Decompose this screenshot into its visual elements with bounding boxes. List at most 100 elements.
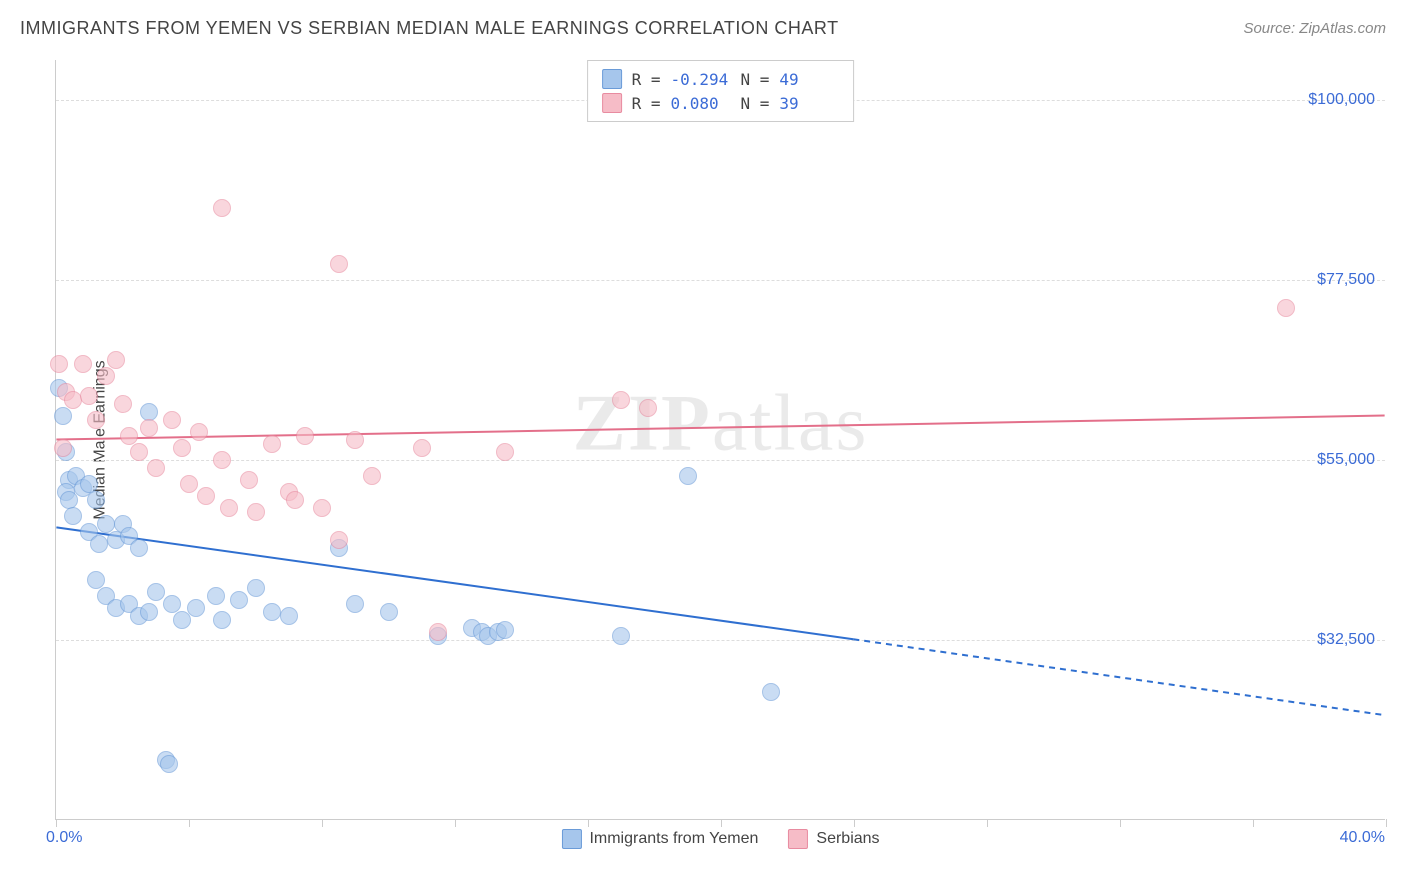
legend-correlation-row: R = -0.294 N = 49 bbox=[602, 67, 840, 91]
data-point bbox=[130, 443, 148, 461]
x-tick bbox=[189, 819, 190, 827]
data-point bbox=[114, 395, 132, 413]
x-tick bbox=[1386, 819, 1387, 827]
x-axis-max-label: 40.0% bbox=[1340, 829, 1385, 847]
data-point bbox=[74, 355, 92, 373]
x-tick bbox=[322, 819, 323, 827]
chart-plot-area: Median Male Earnings $32,500$55,000$77,5… bbox=[55, 60, 1385, 820]
legend-n-value: 39 bbox=[779, 94, 839, 113]
x-tick bbox=[56, 819, 57, 827]
data-point bbox=[612, 391, 630, 409]
chart-header: IMMIGRANTS FROM YEMEN VS SERBIAN MEDIAN … bbox=[0, 0, 1406, 47]
data-point bbox=[213, 451, 231, 469]
data-point bbox=[363, 467, 381, 485]
data-point bbox=[54, 407, 72, 425]
data-point bbox=[280, 607, 298, 625]
data-point bbox=[330, 255, 348, 273]
data-point bbox=[247, 579, 265, 597]
legend-swatch bbox=[561, 829, 581, 849]
data-point bbox=[140, 419, 158, 437]
data-point bbox=[496, 443, 514, 461]
data-point bbox=[313, 499, 331, 517]
legend-series-item: Serbians bbox=[788, 829, 879, 849]
data-point bbox=[1277, 299, 1295, 317]
data-point bbox=[160, 755, 178, 773]
data-point bbox=[496, 621, 514, 639]
legend-r-label: R = bbox=[632, 70, 661, 89]
legend-correlation-box: R = -0.294 N = 49 R = 0.080 N = 39 bbox=[587, 60, 855, 122]
data-point bbox=[263, 603, 281, 621]
legend-swatch bbox=[602, 69, 622, 89]
trend-lines-layer bbox=[56, 60, 1385, 819]
legend-series-label: Serbians bbox=[816, 830, 879, 848]
data-point bbox=[220, 499, 238, 517]
trend-line-solid bbox=[56, 416, 1384, 440]
legend-n-value: 49 bbox=[779, 70, 839, 89]
legend-bottom: Immigrants from Yemen Serbians bbox=[561, 829, 879, 849]
data-point bbox=[346, 595, 364, 613]
data-point bbox=[612, 627, 630, 645]
data-point bbox=[197, 487, 215, 505]
x-tick bbox=[1253, 819, 1254, 827]
x-tick bbox=[721, 819, 722, 827]
data-point bbox=[163, 411, 181, 429]
x-tick bbox=[987, 819, 988, 827]
data-point bbox=[762, 683, 780, 701]
data-point bbox=[190, 423, 208, 441]
legend-r-value: -0.294 bbox=[671, 70, 731, 89]
data-point bbox=[429, 623, 447, 641]
data-point bbox=[54, 439, 72, 457]
data-point bbox=[64, 507, 82, 525]
data-point bbox=[679, 467, 697, 485]
data-point bbox=[413, 439, 431, 457]
data-point bbox=[230, 591, 248, 609]
data-point bbox=[180, 475, 198, 493]
data-point bbox=[240, 471, 258, 489]
x-tick bbox=[455, 819, 456, 827]
data-point bbox=[97, 515, 115, 533]
legend-swatch bbox=[788, 829, 808, 849]
data-point bbox=[187, 599, 205, 617]
data-point bbox=[213, 199, 231, 217]
legend-swatch bbox=[602, 93, 622, 113]
x-tick bbox=[1120, 819, 1121, 827]
data-point bbox=[130, 539, 148, 557]
data-point bbox=[87, 571, 105, 589]
data-point bbox=[97, 367, 115, 385]
x-axis-min-label: 0.0% bbox=[46, 829, 82, 847]
legend-series-item: Immigrants from Yemen bbox=[561, 829, 758, 849]
legend-correlation-row: R = 0.080 N = 39 bbox=[602, 91, 840, 115]
chart-source: Source: ZipAtlas.com bbox=[1243, 20, 1386, 37]
legend-r-label: R = bbox=[632, 94, 661, 113]
data-point bbox=[286, 491, 304, 509]
data-point bbox=[207, 587, 225, 605]
legend-n-label: N = bbox=[741, 94, 770, 113]
data-point bbox=[90, 535, 108, 553]
data-point bbox=[120, 427, 138, 445]
data-point bbox=[64, 391, 82, 409]
data-point bbox=[140, 603, 158, 621]
x-tick bbox=[588, 819, 589, 827]
data-point bbox=[50, 355, 68, 373]
data-point bbox=[87, 491, 105, 509]
trend-line-dashed bbox=[853, 639, 1384, 715]
data-point bbox=[147, 459, 165, 477]
data-point bbox=[107, 351, 125, 369]
legend-r-value: 0.080 bbox=[671, 94, 731, 113]
data-point bbox=[173, 439, 191, 457]
data-point bbox=[213, 611, 231, 629]
data-point bbox=[147, 583, 165, 601]
chart-title: IMMIGRANTS FROM YEMEN VS SERBIAN MEDIAN … bbox=[20, 18, 839, 39]
data-point bbox=[87, 411, 105, 429]
data-point bbox=[330, 531, 348, 549]
data-point bbox=[247, 503, 265, 521]
data-point bbox=[346, 431, 364, 449]
data-point bbox=[296, 427, 314, 445]
legend-series-label: Immigrants from Yemen bbox=[589, 830, 758, 848]
data-point bbox=[639, 399, 657, 417]
x-tick bbox=[854, 819, 855, 827]
data-point bbox=[380, 603, 398, 621]
data-point bbox=[163, 595, 181, 613]
legend-n-label: N = bbox=[741, 70, 770, 89]
data-point bbox=[263, 435, 281, 453]
